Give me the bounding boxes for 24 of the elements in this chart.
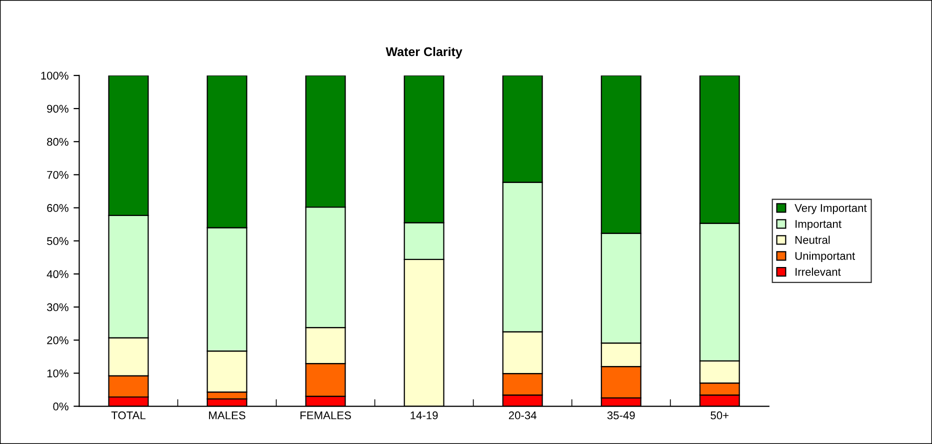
y-tick-label: 60% [47, 204, 68, 212]
x-tick-label: 14-19 [410, 411, 438, 420]
y-tick-label: 40% [46, 270, 68, 278]
x-tick-label: 20-34 [508, 411, 536, 420]
y-tick-label: 20% [47, 336, 68, 344]
y-tick-label: 10% [47, 369, 68, 378]
y-tick-label: 70% [47, 170, 68, 179]
y-tick-label: 30% [46, 303, 68, 312]
legend-label: Unimportant [795, 252, 856, 262]
y-tick-label: 90% [47, 104, 68, 113]
y-tick-label: 0% [53, 402, 68, 410]
legend-label: Very Important [794, 204, 867, 214]
chart-title: Water Clarity [386, 46, 462, 59]
legend-label: Neutral [795, 236, 830, 244]
x-tick-label: 50+ [710, 411, 729, 420]
y-tick-label: 80% [47, 138, 68, 146]
x-tick-label: MALES [209, 411, 246, 420]
x-tick-label: TOTAL [111, 411, 146, 420]
x-tick-label: 35-49 [607, 411, 635, 420]
legend-label: Irrelevant [796, 268, 841, 276]
legend-label: Important [796, 220, 842, 230]
x-tick-label: FEMALES [300, 411, 351, 420]
y-tick-label: 50% [47, 237, 68, 246]
y-tick-label: 100% [41, 72, 68, 80]
